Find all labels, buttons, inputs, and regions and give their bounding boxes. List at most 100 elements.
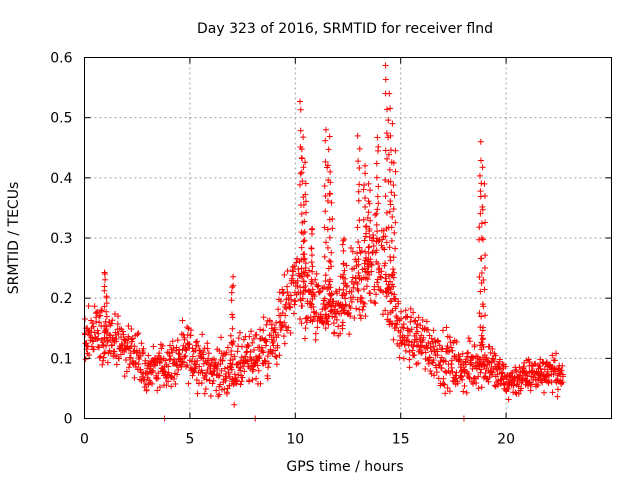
data-point: [91, 303, 98, 310]
data-point: [314, 283, 321, 290]
data-point: [240, 363, 247, 370]
data-point: [147, 363, 154, 370]
data-point: [476, 274, 483, 281]
data-point: [476, 172, 483, 179]
data-point: [382, 76, 389, 83]
data-point: [377, 273, 384, 280]
data-point: [271, 324, 278, 331]
data-point: [477, 138, 484, 145]
data-point: [481, 192, 488, 199]
data-point: [379, 245, 386, 252]
data-point: [486, 343, 493, 350]
data-point: [229, 325, 236, 332]
data-point: [231, 371, 238, 378]
data-point: [374, 228, 381, 235]
data-point: [400, 321, 407, 328]
data-point: [224, 344, 231, 351]
data-point: [301, 218, 308, 225]
data-point: [282, 301, 289, 308]
data-point: [101, 269, 108, 276]
data-point: [478, 332, 485, 339]
data-point: [330, 320, 337, 327]
data-point: [359, 306, 366, 313]
data-point: [94, 343, 101, 350]
data-point: [253, 331, 260, 338]
data-point: [476, 356, 483, 363]
data-point: [219, 357, 226, 364]
data-point: [358, 295, 365, 302]
data-point: [174, 371, 181, 378]
data-point: [400, 355, 407, 362]
data-point: [382, 62, 389, 69]
data-point: [96, 344, 103, 351]
data-point: [253, 375, 260, 382]
data-point: [149, 368, 156, 375]
data-point: [408, 326, 415, 333]
data-point: [388, 237, 395, 244]
data-point: [362, 223, 369, 230]
data-point: [360, 286, 367, 293]
data-point: [160, 367, 167, 374]
data-point: [150, 343, 157, 350]
data-point: [300, 278, 307, 285]
data-point: [448, 344, 455, 351]
data-point: [366, 271, 373, 278]
data-point: [430, 343, 437, 350]
data-point: [477, 157, 484, 164]
data-point: [326, 276, 333, 283]
data-point: [247, 348, 254, 355]
data-point: [358, 248, 365, 255]
data-point: [382, 260, 389, 267]
data-point: [165, 369, 172, 376]
y-tick-label: 0.5: [50, 111, 72, 127]
x-tick-label: 10: [286, 432, 304, 448]
data-point: [223, 349, 230, 356]
data-point: [434, 337, 441, 344]
data-point: [258, 344, 265, 351]
data-point: [367, 297, 374, 304]
data-point: [248, 328, 255, 335]
data-point: [166, 353, 173, 360]
data-point: [477, 288, 484, 295]
data-point: [373, 174, 380, 181]
data-point: [480, 303, 487, 310]
data-point: [465, 335, 472, 342]
data-point: [189, 372, 196, 379]
data-point: [120, 331, 127, 338]
data-point: [198, 380, 205, 387]
data-point: [192, 365, 199, 372]
data-point: [300, 164, 307, 171]
data-point: [191, 368, 198, 375]
data-point: [283, 327, 290, 334]
data-point: [276, 289, 283, 296]
data-point: [509, 369, 516, 376]
data-point: [290, 310, 297, 317]
data-point: [218, 367, 225, 374]
data-point: [366, 243, 373, 250]
data-point: [513, 368, 520, 375]
data-point: [237, 381, 244, 388]
data-point: [162, 357, 169, 364]
data-point: [103, 323, 110, 330]
data-point: [417, 322, 424, 329]
data-point: [350, 284, 357, 291]
data-point: [298, 273, 305, 280]
data-point: [512, 389, 519, 396]
data-point: [348, 298, 355, 305]
data-point: [356, 312, 363, 319]
data-point: [204, 340, 211, 347]
data-point: [301, 237, 308, 244]
data-point: [505, 396, 512, 403]
data-point: [308, 226, 315, 233]
x-tick-label: 20: [497, 432, 515, 448]
data-point: [108, 342, 115, 349]
data-point: [195, 342, 202, 349]
data-point: [223, 390, 230, 397]
data-point: [302, 191, 309, 198]
data-point: [220, 350, 227, 357]
data-point: [99, 341, 106, 348]
data-point: [439, 327, 446, 334]
data-point: [333, 316, 340, 323]
data-point: [363, 283, 370, 290]
data-point: [365, 180, 372, 187]
